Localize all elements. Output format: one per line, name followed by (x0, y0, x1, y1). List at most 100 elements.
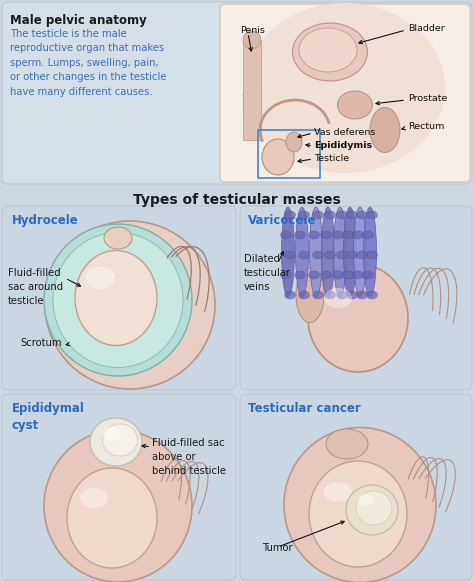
Ellipse shape (312, 211, 323, 219)
Ellipse shape (90, 418, 142, 466)
FancyBboxPatch shape (220, 4, 470, 182)
Bar (243, 40, 261, 140)
Ellipse shape (320, 271, 331, 279)
Ellipse shape (321, 207, 335, 297)
Ellipse shape (309, 231, 319, 239)
Ellipse shape (356, 491, 392, 525)
Ellipse shape (325, 291, 336, 299)
Ellipse shape (366, 251, 377, 259)
Ellipse shape (284, 251, 295, 259)
Ellipse shape (353, 231, 364, 239)
Ellipse shape (364, 207, 376, 297)
Ellipse shape (320, 231, 331, 239)
Text: The testicle is the male
reproductive organ that makes
sperm. Lumps, swelling, p: The testicle is the male reproductive or… (10, 29, 166, 97)
Ellipse shape (44, 430, 192, 582)
FancyBboxPatch shape (2, 2, 472, 184)
Ellipse shape (343, 271, 354, 279)
Ellipse shape (243, 105, 261, 117)
Ellipse shape (337, 211, 347, 219)
Ellipse shape (286, 132, 302, 152)
Ellipse shape (295, 207, 309, 297)
Ellipse shape (80, 488, 108, 508)
Ellipse shape (324, 288, 352, 308)
Ellipse shape (299, 211, 310, 219)
Ellipse shape (103, 427, 121, 441)
Text: Tumor: Tumor (262, 543, 292, 553)
Ellipse shape (299, 291, 310, 299)
Text: Hydrocele: Hydrocele (12, 214, 79, 227)
Text: Prostate: Prostate (408, 94, 447, 103)
Text: Dilated
testicular
veins: Dilated testicular veins (244, 254, 291, 292)
FancyBboxPatch shape (2, 206, 236, 390)
FancyBboxPatch shape (240, 206, 472, 390)
Ellipse shape (353, 271, 364, 279)
Ellipse shape (346, 211, 357, 219)
Text: Testicular cancer: Testicular cancer (248, 402, 361, 415)
Ellipse shape (296, 268, 324, 322)
Ellipse shape (356, 211, 367, 219)
Ellipse shape (325, 211, 336, 219)
Ellipse shape (262, 139, 294, 175)
Ellipse shape (354, 207, 366, 297)
Ellipse shape (292, 23, 367, 81)
Ellipse shape (370, 108, 400, 152)
Ellipse shape (337, 291, 347, 299)
Ellipse shape (324, 482, 352, 502)
Ellipse shape (312, 291, 323, 299)
Ellipse shape (337, 91, 373, 119)
Ellipse shape (326, 429, 368, 459)
Ellipse shape (332, 231, 344, 239)
FancyBboxPatch shape (240, 394, 472, 580)
Ellipse shape (45, 221, 215, 389)
Text: Penis: Penis (240, 26, 265, 35)
Ellipse shape (284, 291, 295, 299)
Ellipse shape (309, 461, 407, 567)
Ellipse shape (243, 31, 261, 49)
Ellipse shape (334, 207, 346, 297)
Ellipse shape (337, 251, 347, 259)
Ellipse shape (343, 231, 354, 239)
Text: Male pelvic anatomy: Male pelvic anatomy (10, 14, 147, 27)
Text: Epididymis: Epididymis (314, 141, 372, 150)
Ellipse shape (53, 232, 183, 367)
Ellipse shape (243, 97, 261, 109)
Ellipse shape (85, 267, 115, 289)
Ellipse shape (44, 224, 192, 376)
Ellipse shape (282, 207, 294, 297)
Text: Vas deferens: Vas deferens (314, 128, 375, 137)
Ellipse shape (294, 271, 306, 279)
Ellipse shape (363, 271, 374, 279)
Ellipse shape (309, 271, 319, 279)
Ellipse shape (308, 264, 408, 372)
Text: Epididymal
cyst: Epididymal cyst (12, 402, 85, 432)
Ellipse shape (294, 231, 306, 239)
Ellipse shape (243, 89, 261, 101)
Ellipse shape (358, 494, 374, 506)
Text: Rectum: Rectum (408, 122, 444, 131)
Ellipse shape (245, 3, 445, 173)
Ellipse shape (332, 271, 344, 279)
Ellipse shape (281, 231, 292, 239)
Ellipse shape (299, 28, 357, 72)
Ellipse shape (366, 211, 377, 219)
Text: Fluid-filled sac
above or
behind testicle: Fluid-filled sac above or behind testicl… (152, 438, 226, 476)
Ellipse shape (356, 291, 367, 299)
Ellipse shape (325, 251, 336, 259)
Ellipse shape (366, 291, 377, 299)
Text: Bladder: Bladder (408, 24, 445, 33)
Ellipse shape (363, 231, 374, 239)
Ellipse shape (67, 468, 157, 568)
Ellipse shape (104, 227, 132, 249)
Ellipse shape (346, 291, 357, 299)
Ellipse shape (284, 428, 436, 582)
Text: Testicle: Testicle (314, 154, 349, 163)
Ellipse shape (102, 424, 137, 456)
Ellipse shape (346, 251, 357, 259)
Ellipse shape (356, 251, 367, 259)
Ellipse shape (284, 211, 295, 219)
FancyBboxPatch shape (2, 394, 236, 580)
Ellipse shape (75, 250, 157, 346)
Text: Fluid-filled
sac around
testicle: Fluid-filled sac around testicle (8, 268, 63, 306)
Ellipse shape (281, 271, 292, 279)
Ellipse shape (310, 207, 322, 297)
